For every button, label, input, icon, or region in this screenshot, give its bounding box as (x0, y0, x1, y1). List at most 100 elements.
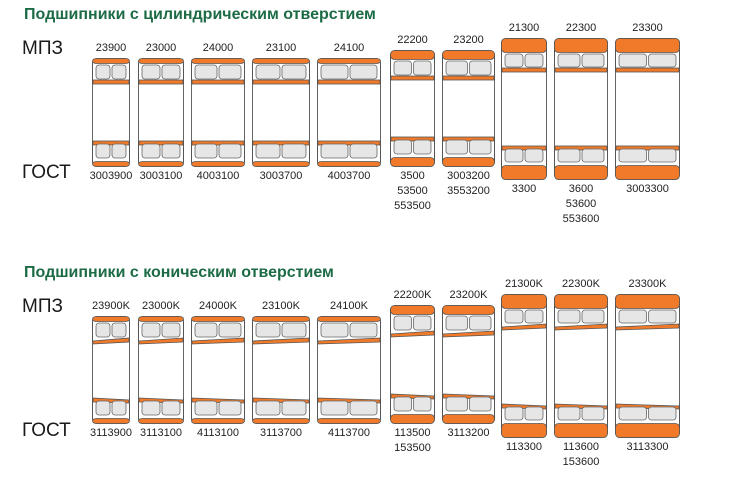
roller (581, 406, 605, 421)
roller (320, 143, 349, 159)
roller (469, 315, 492, 331)
bearing-top-half (92, 316, 130, 345)
roller (469, 396, 492, 412)
roller (557, 148, 581, 163)
roller (557, 53, 581, 68)
roller (95, 143, 111, 159)
gost-code: 3003300 (626, 183, 669, 195)
gost-codes: 4003100 (197, 169, 240, 184)
roller (95, 400, 111, 416)
bearing-top-half (390, 305, 435, 338)
roller (648, 309, 677, 324)
mpz-code: 23200K (449, 289, 488, 301)
roller (111, 400, 127, 416)
bearing-bottom-half (501, 403, 547, 438)
roller (141, 143, 161, 159)
roller (349, 400, 378, 416)
bearing-top-half (442, 305, 495, 338)
bearing-cross-section (92, 316, 130, 424)
mpz-code: 23300 (632, 22, 663, 34)
bearing-drawing (138, 316, 184, 424)
roller (320, 322, 349, 338)
roller (281, 64, 307, 80)
roller (557, 309, 581, 324)
bearing-bottom-half (252, 397, 310, 424)
bearing-top-half (92, 58, 130, 85)
bearing-drawing (191, 316, 245, 424)
bearing-cross-section (442, 305, 495, 424)
bearing-drawing (442, 50, 495, 167)
roller (194, 322, 218, 338)
roller (111, 64, 127, 80)
gost-code: 3003200 (447, 170, 490, 182)
roller (349, 322, 378, 338)
mpz-code: 22300K (562, 278, 600, 290)
roller (393, 60, 412, 76)
gost-codes: 113300 (506, 440, 542, 455)
gost-code: 113500 (394, 427, 431, 439)
gost-code: 3113300 (626, 441, 669, 453)
bearing-drawing (390, 305, 435, 424)
roller (618, 309, 647, 324)
gost-code: 3003900 (89, 170, 133, 182)
roller (445, 60, 468, 76)
roller (161, 322, 181, 338)
bearing-drawing (501, 38, 547, 180)
roller (648, 406, 677, 421)
bearing-drawing (252, 58, 310, 167)
roller (349, 143, 378, 159)
gost-codes: 3500 53500 553500 (394, 169, 431, 214)
roller (648, 53, 677, 68)
roller (111, 143, 127, 159)
roller (524, 53, 544, 68)
roller (393, 396, 412, 412)
bearing-drawing (317, 58, 381, 167)
mpz-code: 23000K (142, 300, 180, 312)
mpz-code: 21300 (508, 22, 540, 34)
roller (255, 64, 281, 80)
roller (445, 139, 468, 155)
bearing-bottom-half (615, 403, 680, 438)
bearing-top-half (554, 38, 608, 73)
roller (413, 315, 432, 331)
roller (194, 400, 218, 416)
bearing-cross-section (554, 294, 608, 438)
bearing-cross-section (501, 294, 547, 438)
mpz-code: 23900K (92, 300, 130, 312)
roller (255, 143, 281, 159)
roller (445, 396, 468, 412)
bearing-cross-section (191, 58, 245, 167)
roller (413, 60, 432, 76)
gost-codes: 4113100 (197, 426, 239, 441)
gost-code: 4113100 (196, 427, 240, 439)
gost-codes: 3003700 (260, 169, 303, 184)
gost-code: 153600 (562, 456, 600, 468)
gost-code: 3113100 (139, 427, 183, 439)
bearing-drawing (554, 38, 608, 180)
roller (618, 406, 647, 421)
gost-codes: 3003300 (626, 182, 669, 197)
bearing-cross-section (615, 294, 680, 438)
roller (218, 64, 242, 80)
mpz-code: 23200 (453, 34, 484, 46)
roller (393, 139, 412, 155)
roller (281, 143, 307, 159)
mpz-code: 22200 (397, 34, 428, 46)
gost-codes: 113600 153600 (563, 440, 600, 470)
mpz-code: 23100K (262, 300, 300, 312)
bearing-top-half (501, 38, 547, 73)
bearing-drawing (252, 316, 310, 424)
bearing-bottom-half (191, 140, 245, 167)
bearing-drawing (554, 294, 608, 438)
bearing-top-half (317, 316, 381, 345)
bearing-bottom-half (554, 145, 608, 180)
roller (255, 322, 281, 338)
roller (161, 143, 181, 159)
bearing-drawing (92, 316, 130, 424)
roller (618, 148, 647, 163)
bearing-drawing (442, 305, 495, 424)
mpz-code: 24000 (202, 42, 234, 54)
section-title-cylindrical: Подшипники с цилиндрическим отверстием (24, 6, 376, 23)
bearing-cross-section (92, 58, 130, 167)
gost-code: 3500 (400, 170, 425, 182)
